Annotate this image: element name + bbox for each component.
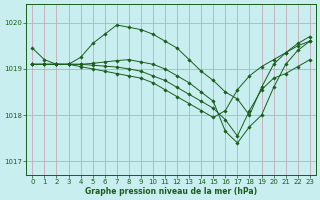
X-axis label: Graphe pression niveau de la mer (hPa): Graphe pression niveau de la mer (hPa) — [85, 187, 257, 196]
